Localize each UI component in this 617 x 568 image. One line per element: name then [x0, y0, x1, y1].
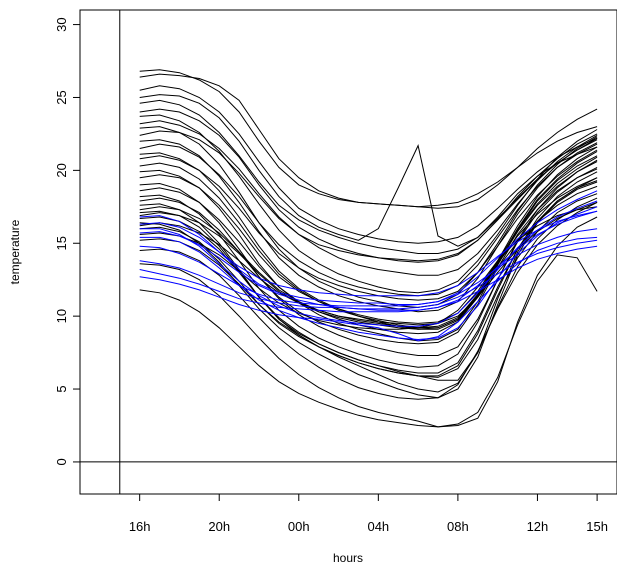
series-line-41	[139, 239, 598, 310]
x-tick-label: 20h	[208, 519, 230, 534]
series-line-4	[139, 94, 598, 247]
y-tick-label: 30	[54, 17, 69, 31]
series-line-33	[139, 216, 598, 428]
x-tick-label: 16h	[129, 519, 151, 534]
series-line-2	[139, 73, 598, 209]
x-axis: 16h 20h 00h 04h 08h 12h 15h	[129, 493, 608, 534]
series-line-3	[139, 85, 598, 244]
y-tick-label: 15	[54, 236, 69, 250]
x-tick-label: 08h	[447, 519, 469, 534]
y-tick-label: 0	[54, 458, 69, 465]
series-line-37	[139, 200, 598, 327]
series-line-12	[139, 143, 598, 297]
x-axis-title: hours	[333, 551, 363, 565]
series-line-34	[139, 254, 598, 428]
series-line-9	[139, 126, 598, 308]
series-line-27	[139, 181, 598, 399]
x-tick-label: 00h	[288, 519, 310, 534]
series-line-10	[139, 130, 598, 262]
series-line-42	[139, 245, 598, 313]
series-line-13	[139, 146, 598, 329]
y-axis: 0 5 10 15 20 25 30	[54, 17, 81, 466]
series-line-19	[139, 161, 598, 335]
series-line-32	[139, 201, 598, 400]
x-tick-label: 15h	[586, 519, 608, 534]
series-line-21	[139, 168, 598, 345]
series-line-39	[139, 206, 598, 341]
y-tick-label: 20	[54, 163, 69, 177]
series-line-40	[139, 228, 598, 307]
series-line-18	[139, 159, 598, 356]
plot-frame	[79, 9, 617, 495]
y-tick-label: 25	[54, 90, 69, 104]
series-line-24	[139, 177, 598, 374]
series-line-11	[139, 139, 598, 313]
series-line-7	[139, 114, 598, 294]
series-line-1	[139, 69, 598, 208]
series-line-14	[139, 149, 598, 301]
series-line-8	[139, 120, 598, 276]
series-line-23	[139, 177, 598, 329]
x-tick-label: 12h	[527, 519, 549, 534]
y-axis-title: temperature	[8, 219, 22, 284]
series-line-38	[139, 210, 598, 311]
series-line-17	[139, 156, 598, 324]
series-line-6	[139, 108, 598, 263]
series-line-30	[139, 206, 598, 330]
series-line-15	[139, 150, 598, 330]
series-layer	[139, 69, 598, 428]
x-tick-label: 04h	[367, 519, 389, 534]
series-line-5	[139, 99, 598, 254]
y-tick-label: 5	[54, 385, 69, 392]
y-tick-label: 10	[54, 309, 69, 323]
series-line-36	[139, 210, 598, 297]
series-line-43	[139, 236, 598, 342]
